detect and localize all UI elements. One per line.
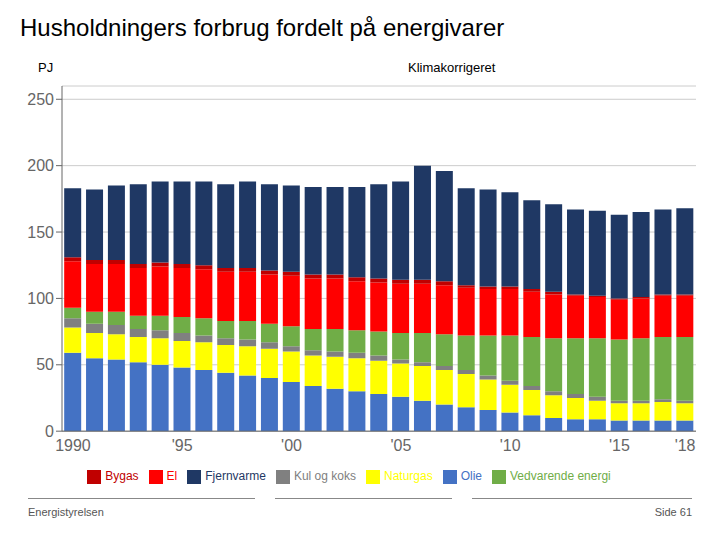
html-text:Olie: Olie [460, 469, 482, 484]
svg-text:150: 150 [27, 224, 54, 241]
svg-text:1990: 1990 [55, 437, 91, 454]
html-text:Klimakorrigeret: Klimakorrigeret [408, 60, 496, 75]
svg-text:'05: '05 [390, 437, 411, 454]
svg-text:'95: '95 [172, 437, 193, 454]
html-text:Energistyrelsen: Energistyrelsen [28, 506, 104, 518]
svg-text:200: 200 [27, 157, 54, 174]
html-text:Bygas: Bygas [105, 469, 139, 484]
html-text:Fjernvarme: Fjernvarme [205, 469, 266, 484]
svg-text:'00: '00 [281, 437, 302, 454]
html-text:Naturgas: Naturgas [384, 469, 433, 484]
svg-text:100: 100 [27, 290, 54, 307]
svg-text:250: 250 [27, 91, 54, 108]
svg-text:'15: '15 [609, 437, 630, 454]
html-text:Side 61: Side 61 [654, 506, 692, 518]
svg-text:'18: '18 [675, 437, 696, 454]
html-text:Vedvarende energi: Vedvarende energi [510, 469, 611, 484]
svg-text:'10: '10 [500, 437, 521, 454]
html-text:Kul og koks: Kul og koks [293, 469, 356, 484]
html-text:Husholdningers forbrug fordelt: Husholdningers forbrug fordelt på energi… [20, 14, 505, 41]
svg-text:0: 0 [45, 423, 54, 440]
html-text:PJ: PJ [38, 60, 54, 75]
svg-text:50: 50 [36, 356, 54, 373]
html-text:El: El [166, 469, 178, 484]
